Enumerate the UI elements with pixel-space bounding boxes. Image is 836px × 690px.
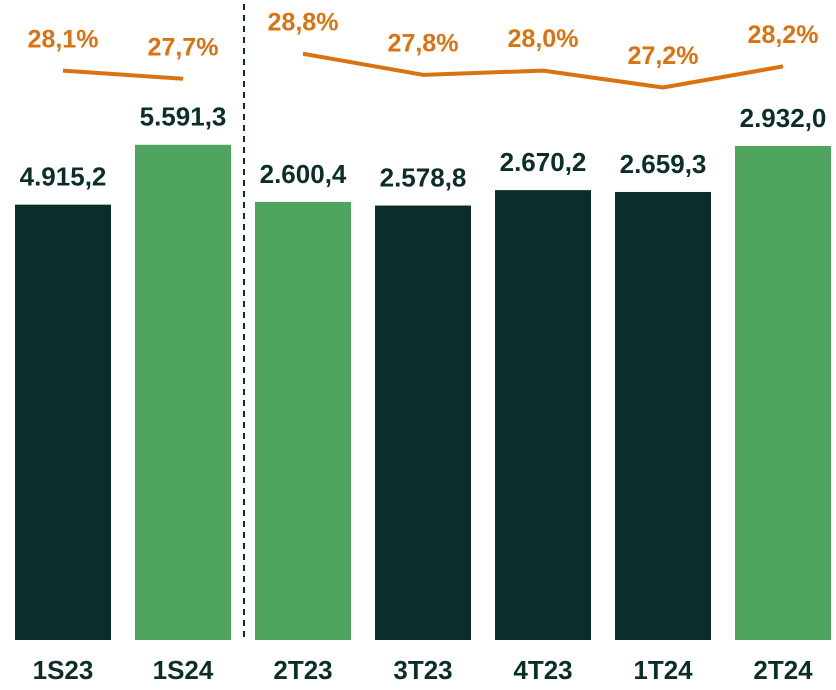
x-tick-label: 2T23 — [273, 655, 332, 685]
bar-value-label: 2.659,3 — [620, 149, 707, 179]
bar — [15, 204, 111, 640]
line-value-label: 28,8% — [268, 8, 339, 36]
bar-value-label: 2.932,0 — [740, 103, 827, 133]
bar — [375, 205, 471, 640]
line-value-label: 27,2% — [628, 42, 699, 70]
x-tick-label: 1S24 — [153, 655, 214, 685]
x-tick-label: 3T23 — [393, 655, 452, 685]
bar — [135, 144, 231, 640]
bar — [615, 191, 711, 640]
bar-value-label: 2.600,4 — [260, 159, 347, 189]
x-tick-label: 2T24 — [753, 655, 813, 685]
line — [62, 68, 184, 81]
line-value-label: 27,7% — [148, 33, 219, 61]
x-tick-label: 4T23 — [513, 655, 572, 685]
bar-value-label: 4.915,2 — [20, 162, 107, 192]
line — [302, 51, 784, 90]
bar-value-label: 2.578,8 — [380, 162, 467, 192]
bar — [735, 146, 831, 641]
bar — [255, 201, 351, 640]
bar-value-label: 2.670,2 — [500, 147, 587, 177]
x-tick-label: 1S23 — [33, 655, 94, 685]
bar-value-label: 5.591,3 — [140, 102, 227, 132]
x-tick-label: 1T24 — [633, 655, 693, 685]
line-value-label: 28,1% — [28, 25, 99, 53]
bar — [495, 190, 591, 641]
line-value-label: 27,8% — [388, 29, 459, 57]
line-value-label: 28,2% — [748, 21, 819, 49]
line-value-label: 28,0% — [508, 25, 579, 53]
